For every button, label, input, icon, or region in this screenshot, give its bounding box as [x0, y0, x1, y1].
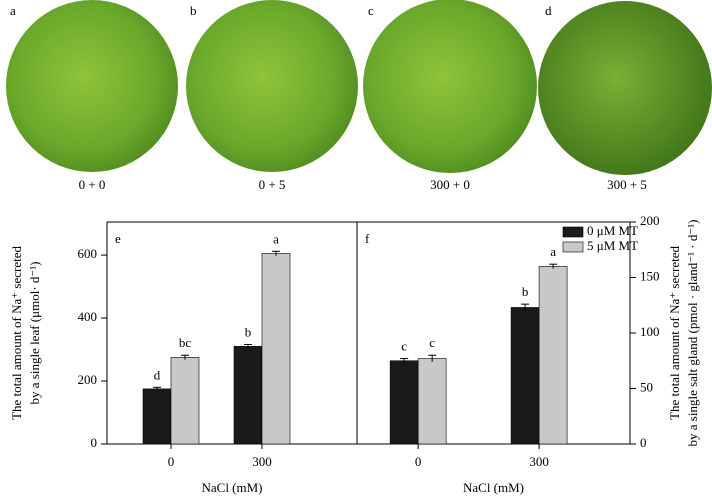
significance-letter: b [245, 324, 252, 339]
bar [389, 360, 419, 445]
x-tick-label: 300 [529, 454, 549, 469]
error-bar [181, 354, 189, 360]
y-tick-label: 50 [640, 379, 653, 394]
error-bar [400, 358, 409, 363]
legend-label: 5 μM MT [587, 238, 638, 253]
y-tick-label: 0 [91, 435, 98, 450]
significance-letter: c [401, 339, 407, 354]
panel-letter: d [545, 3, 552, 18]
legend-label: 0 μM MT [587, 223, 638, 238]
panel-letter: c [368, 3, 374, 18]
bar [142, 388, 172, 445]
y-tick-label: 600 [78, 246, 98, 261]
bar [170, 357, 200, 445]
photo-label: 0 + 5 [259, 177, 286, 192]
error-bar [521, 303, 530, 311]
photo-label: 300 + 5 [607, 177, 647, 192]
panel-letter: e [115, 231, 121, 246]
y-axis-label: by a single salt gland (pmol · gland⁻¹ ·… [685, 220, 700, 447]
legend-swatch [562, 226, 584, 238]
x-tick-label: 0 [168, 454, 175, 469]
y-tick-label: 100 [640, 324, 660, 339]
panel-letter: a [10, 3, 16, 18]
bar [510, 307, 540, 445]
error-bar [153, 386, 161, 391]
y-tick-label: 200 [78, 372, 98, 387]
significance-letter: a [273, 231, 279, 246]
significance-letter: a [550, 244, 556, 259]
leaf-photo [363, 0, 537, 173]
significance-letter: c [429, 335, 435, 350]
bar [417, 358, 447, 445]
y-axis-label: The total amount of Na⁺ secreted [9, 246, 24, 420]
error-bar [244, 343, 252, 349]
x-tick-label: 300 [252, 454, 272, 469]
x-axis-label: NaCl (mM) [463, 480, 524, 495]
leaf-photo [538, 1, 712, 175]
x-axis-label: NaCl (mM) [201, 480, 262, 495]
significance-letter: bc [179, 335, 192, 350]
bar [538, 266, 568, 445]
y-tick-label: 0 [640, 435, 647, 450]
error-bar [272, 250, 280, 256]
significance-letter: b [522, 284, 529, 299]
photo-row [6, 0, 712, 175]
y-tick-label: 400 [78, 309, 98, 324]
photo-label: 0 + 0 [79, 177, 106, 192]
panel-letter: b [190, 3, 197, 18]
bar [233, 346, 263, 445]
photo-label: 300 + 0 [430, 177, 470, 192]
error-bar [549, 263, 558, 269]
panel-letter: f [365, 231, 370, 246]
y-tick-label: 150 [640, 268, 660, 283]
leaf-photo [186, 0, 358, 172]
y-tick-label: 200 [640, 213, 660, 228]
bar [261, 253, 291, 445]
legend-swatch [562, 241, 584, 253]
y-axis-label: by a single leaf (μmol· d⁻¹) [27, 262, 42, 405]
x-tick-label: 0 [415, 454, 422, 469]
y-axis-label: The total amount of Na⁺ secreted [667, 246, 682, 420]
significance-letter: d [154, 367, 161, 382]
leaf-photo [6, 0, 178, 172]
error-bar [428, 354, 437, 362]
